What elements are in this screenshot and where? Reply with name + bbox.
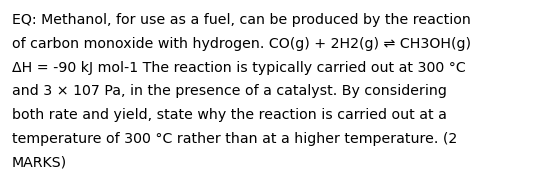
Text: temperature of 300 °C rather than at a higher temperature. (2: temperature of 300 °C rather than at a h… <box>12 132 457 146</box>
Text: both rate and yield, state why the reaction is carried out at a: both rate and yield, state why the react… <box>12 108 447 122</box>
Text: MARKS): MARKS) <box>12 156 67 170</box>
Text: and 3 × 107 Pa, in the presence of a catalyst. By considering: and 3 × 107 Pa, in the presence of a cat… <box>12 84 447 98</box>
Text: of carbon monoxide with hydrogen. CO(g) + 2H2(g) ⇌ CH3OH(g): of carbon monoxide with hydrogen. CO(g) … <box>12 37 471 51</box>
Text: ΔH = -90 kJ mol-1 The reaction is typically carried out at 300 °C: ΔH = -90 kJ mol-1 The reaction is typica… <box>12 61 466 75</box>
Text: EQ: Methanol, for use as a fuel, can be produced by the reaction: EQ: Methanol, for use as a fuel, can be … <box>12 13 471 27</box>
